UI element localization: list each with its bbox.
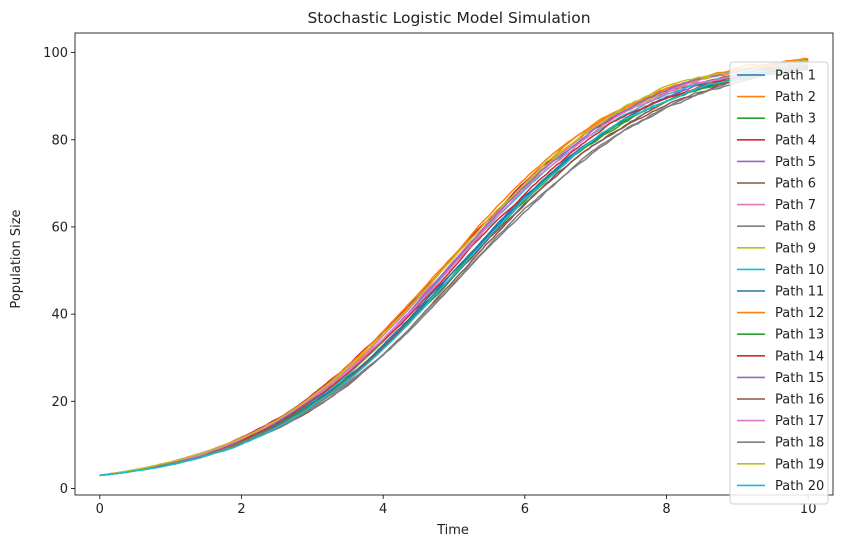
legend-entry-label: Path 19 — [775, 457, 824, 472]
series-line-path-8 — [99, 68, 809, 477]
legend-entry-label: Path 18 — [775, 436, 824, 451]
y-tick-label: 80 — [51, 133, 68, 148]
series-line-path-17 — [99, 62, 809, 477]
legend-entry-label: Path 11 — [775, 285, 824, 300]
legend-entry-label: Path 8 — [775, 220, 816, 235]
legend-box — [729, 61, 829, 505]
legend-entry-label: Path 12 — [775, 306, 824, 321]
legend-entry-label: Path 3 — [775, 112, 816, 127]
series-line-path-14 — [99, 62, 809, 477]
y-tick-label: 60 — [51, 220, 68, 235]
plot-area — [99, 57, 809, 477]
y-tick-label: 0 — [60, 482, 68, 497]
legend-entry-label: Path 16 — [775, 393, 824, 408]
x-tick-label: 4 — [379, 502, 387, 517]
chart-title: Stochastic Logistic Model Simulation — [307, 9, 590, 27]
series-line-path-10 — [99, 61, 809, 477]
legend-entry-label: Path 6 — [775, 177, 816, 192]
x-tick-label: 6 — [521, 502, 529, 517]
series-line-path-19 — [99, 59, 809, 477]
legend-entry-label: Path 4 — [775, 133, 816, 148]
x-tick-label: 8 — [662, 502, 670, 517]
legend-entry-label: Path 15 — [775, 371, 824, 386]
legend-entry-label: Path 1 — [775, 69, 816, 84]
legend-entry-label: Path 7 — [775, 198, 816, 213]
series-line-path-5 — [99, 63, 809, 477]
axes-frame — [74, 32, 834, 496]
y-tick-label: 40 — [51, 308, 68, 323]
legend-entry-label: Path 5 — [775, 155, 816, 170]
legend: Path 1 Path 2 Path 3 Path 4 Path 5 Path 6 Path… — [729, 61, 829, 505]
x-tick-label: 2 — [237, 502, 245, 517]
legend-entry-label: Path 17 — [775, 414, 824, 429]
legend-entry-label: Path 13 — [775, 328, 824, 343]
legend-entry-label: Path 2 — [775, 90, 816, 105]
x-axis-label: Time — [436, 523, 469, 538]
series-line-path-11 — [99, 62, 809, 477]
x-tick-label: 10 — [800, 502, 817, 517]
series-line-path-4 — [99, 63, 809, 477]
y-tick-label: 100 — [43, 46, 68, 61]
legend-entry-label: Path 14 — [775, 349, 824, 364]
y-tick-label: 20 — [51, 395, 68, 410]
legend-entry-label: Path 10 — [775, 263, 824, 278]
y-axis-label: Population Size — [9, 209, 24, 308]
series-line-path-18 — [99, 68, 809, 477]
legend-entry-label: Path 9 — [775, 241, 816, 256]
series-line-path-20 — [99, 63, 809, 477]
legend-entry-label: Path 20 — [775, 479, 824, 494]
x-tick-label: 0 — [96, 502, 104, 517]
